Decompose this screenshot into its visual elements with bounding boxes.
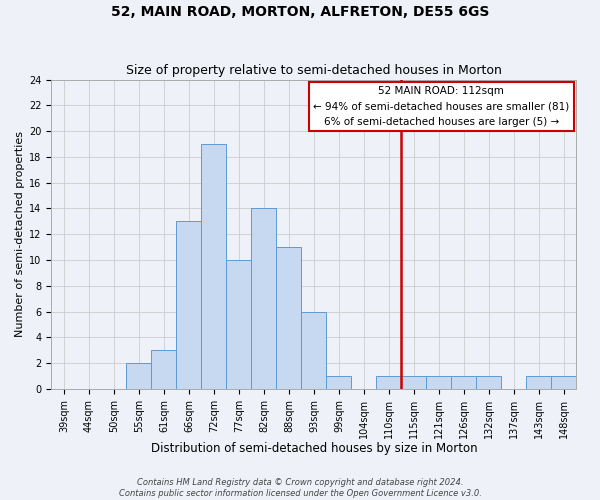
Title: Size of property relative to semi-detached houses in Morton: Size of property relative to semi-detach… (126, 64, 502, 77)
Bar (376, 376, 401, 389)
Bar (277, 247, 301, 389)
Bar (251, 208, 277, 389)
Bar (226, 260, 251, 389)
Bar (401, 376, 427, 389)
Text: 52, MAIN ROAD, MORTON, ALFRETON, DE55 6GS: 52, MAIN ROAD, MORTON, ALFRETON, DE55 6G… (111, 5, 489, 19)
Bar (301, 312, 326, 389)
Bar (551, 376, 577, 389)
Bar (151, 350, 176, 389)
Bar (127, 363, 151, 389)
Text: Contains HM Land Registry data © Crown copyright and database right 2024.
Contai: Contains HM Land Registry data © Crown c… (119, 478, 481, 498)
X-axis label: Distribution of semi-detached houses by size in Morton: Distribution of semi-detached houses by … (151, 442, 477, 455)
Bar (476, 376, 502, 389)
Bar (427, 376, 451, 389)
Bar (526, 376, 551, 389)
Bar (451, 376, 476, 389)
Bar (176, 222, 202, 389)
Y-axis label: Number of semi-detached properties: Number of semi-detached properties (15, 131, 25, 337)
Bar (326, 376, 352, 389)
Bar (202, 144, 226, 389)
Text: 52 MAIN ROAD: 112sqm
← 94% of semi-detached houses are smaller (81)
6% of semi-d: 52 MAIN ROAD: 112sqm ← 94% of semi-detac… (313, 86, 569, 127)
